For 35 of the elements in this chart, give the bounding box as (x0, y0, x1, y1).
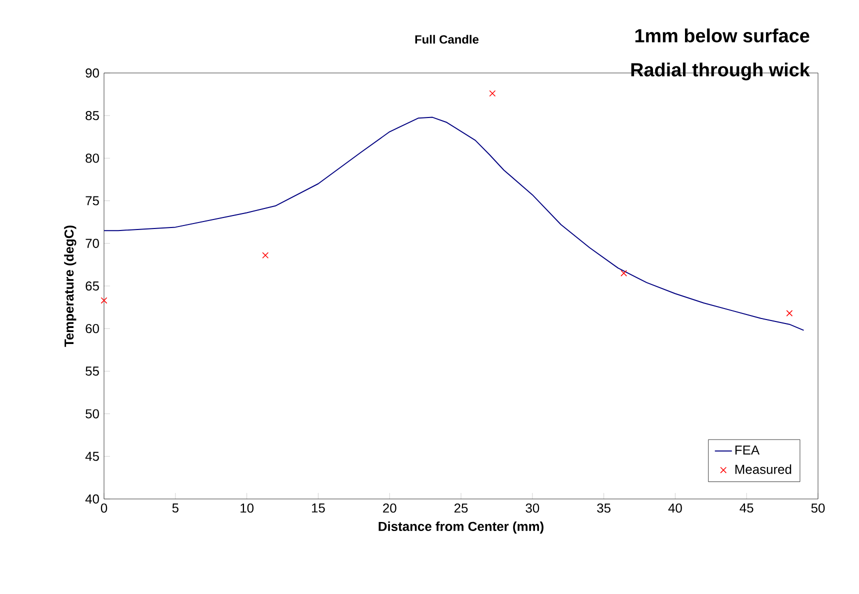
y-tick-label: 55 (86, 366, 99, 376)
point (620, 270, 628, 276)
x-tick-label: 30 (526, 503, 540, 513)
chart-title: 1mm below surface (635, 28, 810, 42)
point (786, 310, 793, 316)
x-tick-label: 0 (100, 503, 108, 513)
point (100, 297, 108, 304)
y-tick-label: 80 (86, 154, 99, 163)
x-tick-label: 40 (668, 503, 682, 513)
x-tick-label: 35 (597, 503, 610, 513)
y-tick-label: 85 (86, 110, 99, 120)
x-axis-title: Distance from Center (mm) (378, 521, 544, 534)
y-tick-label: 65 (86, 281, 99, 291)
x-tick-label: 20 (383, 503, 396, 513)
legend-label: FEA (735, 446, 760, 454)
y-tick-label: 75 (86, 196, 99, 206)
y-tick-label: 70 (86, 238, 99, 248)
x-tick-label: 25 (454, 503, 468, 513)
y-tick-label: 45 (85, 452, 99, 461)
x-tick-label: 50 (811, 503, 825, 513)
y-tick-label: 40 (85, 494, 99, 504)
line-series (104, 116, 804, 331)
x-tick-label: 10 (240, 503, 254, 513)
chart-subtitle: Radial through wick (631, 62, 810, 80)
x-tick-label: 45 (740, 504, 754, 513)
point (489, 90, 496, 97)
y-tick-label: 50 (86, 409, 99, 418)
y-axis-title: Temperature (degC) (64, 226, 76, 347)
y-tick-label: 90 (86, 68, 99, 78)
legend-label: Measured (735, 464, 792, 474)
y-tick-label: 60 (86, 324, 99, 334)
point (262, 252, 269, 259)
x-tick-label: 15 (312, 504, 325, 513)
x-tick-label: 5 (172, 504, 178, 513)
text: Full Candle (415, 34, 479, 44)
